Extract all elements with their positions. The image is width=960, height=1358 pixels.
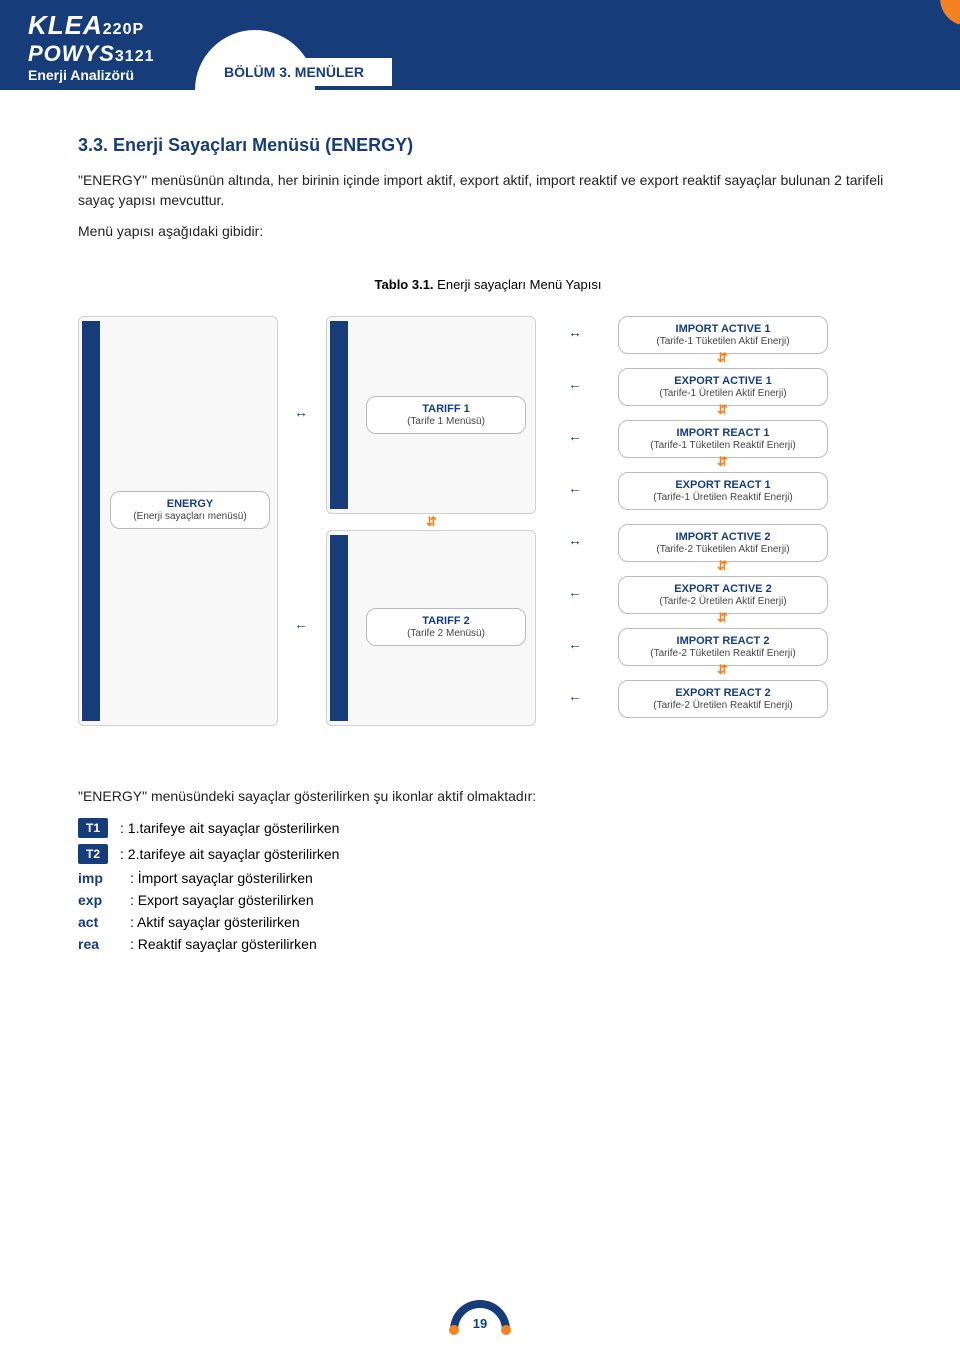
arrow-l-icon: ← bbox=[568, 480, 582, 496]
arrow-l-icon: ← bbox=[568, 376, 582, 392]
page-footer: 19 bbox=[450, 1300, 510, 1330]
leaf-sub: (Tarife-2 Üretilen Reaktif Enerji) bbox=[653, 700, 793, 711]
energy-sub: (Enerji sayaçları menüsü) bbox=[133, 511, 246, 522]
leaf-connector-icon: ⇵ bbox=[717, 350, 728, 366]
logo: KLEA220P POWYS3121 Enerji Analizörü bbox=[28, 10, 155, 83]
leaf-title: IMPORT ACTIVE 1 bbox=[627, 323, 819, 335]
leaf-node: EXPORT REACT 2(Tarife-2 Üretilen Reaktif… bbox=[618, 680, 828, 718]
leaf-sub: (Tarife-1 Üretilen Aktif Enerji) bbox=[659, 388, 786, 399]
act-text: : Aktif sayaçlar gösterilirken bbox=[130, 914, 300, 930]
arrow-l-icon: ← bbox=[568, 636, 582, 652]
rea-label: rea bbox=[78, 936, 118, 952]
section-tab: BÖLÜM 3. MENÜLER bbox=[210, 58, 392, 86]
exp-text: : Export sayaçlar gösterilirken bbox=[130, 892, 314, 908]
tariff1-node: TARIFF 1 (Tarife 1 Menüsü) bbox=[366, 396, 526, 434]
paragraph-3: "ENERGY" menüsündeki sayaçlar gösterilir… bbox=[78, 786, 898, 806]
leaf-node: IMPORT REACT 2(Tarife-2 Tüketilen Reakti… bbox=[618, 628, 828, 666]
page-content: 3.3. Enerji Sayaçları Menüsü (ENERGY) "E… bbox=[78, 135, 898, 1298]
energy-title: ENERGY bbox=[119, 498, 261, 510]
leaf-sub: (Tarife-2 Üretilen Aktif Enerji) bbox=[659, 596, 786, 607]
legend-act: act : Aktif sayaçlar gösterilirken bbox=[78, 914, 898, 930]
logo-subtitle: Enerji Analizörü bbox=[28, 67, 155, 83]
act-label: act bbox=[78, 914, 118, 930]
table-caption-bold: Tablo 3.1. bbox=[375, 277, 434, 292]
tariff2-strip bbox=[330, 535, 348, 721]
leaf-node: IMPORT REACT 1(Tarife-1 Tüketilen Reakti… bbox=[618, 420, 828, 458]
page-number: 19 bbox=[473, 1316, 487, 1331]
leaf-sub: (Tarife-1 Tüketilen Aktif Enerji) bbox=[656, 336, 789, 347]
tariff2-sub: (Tarife 2 Menüsü) bbox=[407, 628, 485, 639]
leaf-node: EXPORT ACTIVE 1(Tarife-1 Üretilen Aktif … bbox=[618, 368, 828, 406]
arrow-l-icon: ← bbox=[294, 616, 308, 632]
imp-text: : İmport sayaçlar gösterilirken bbox=[130, 870, 313, 886]
brand2-suffix: 3121 bbox=[115, 48, 155, 65]
leaf-connector-icon: ⇵ bbox=[717, 610, 728, 626]
leaf-title: EXPORT ACTIVE 1 bbox=[627, 375, 819, 387]
menu-structure-diagram: ENERGY (Enerji sayaçları menüsü) TARIFF … bbox=[78, 316, 898, 746]
t2-chip: T2 bbox=[78, 844, 108, 864]
tariff-connector-icon: ⇵ bbox=[426, 514, 437, 530]
leaf-title: IMPORT REACT 2 bbox=[627, 635, 819, 647]
legend-exp: exp : Export sayaçlar gösterilirken bbox=[78, 892, 898, 908]
tariff1-strip bbox=[330, 321, 348, 509]
exp-label: exp bbox=[78, 892, 118, 908]
paragraph-2: Menü yapısı aşağıdaki gibidir: bbox=[78, 221, 898, 241]
brand1-suffix: 220P bbox=[103, 21, 144, 38]
section-number: 3.3. bbox=[78, 135, 108, 155]
energy-node: ENERGY (Enerji sayaçları menüsü) bbox=[110, 491, 270, 529]
leaf-title: EXPORT ACTIVE 2 bbox=[627, 583, 819, 595]
t1-chip: T1 bbox=[78, 818, 108, 838]
legend-t1: T1 : 1.tarifeye ait sayaçlar gösterilirk… bbox=[78, 818, 898, 838]
section-name: Enerji Sayaçları Menüsü (ENERGY) bbox=[113, 135, 413, 155]
leaf-node: EXPORT REACT 1(Tarife-1 Üretilen Reaktif… bbox=[618, 472, 828, 510]
table-caption-rest: Enerji sayaçları Menü Yapısı bbox=[437, 277, 601, 292]
brand2: POWYS bbox=[28, 41, 115, 66]
legend-imp: imp : İmport sayaçlar gösterilirken bbox=[78, 870, 898, 886]
paragraph-1: "ENERGY" menüsünün altında, her birinin … bbox=[78, 170, 898, 211]
arrow-lr-icon: ↔ bbox=[568, 532, 582, 548]
arrow-l-icon: ← bbox=[568, 584, 582, 600]
tariff1-title: TARIFF 1 bbox=[375, 403, 517, 415]
legend-t2: T2 : 2.tarifeye ait sayaçlar gösterilirk… bbox=[78, 844, 898, 864]
leaf-sub: (Tarife-1 Üretilen Reaktif Enerji) bbox=[653, 492, 793, 503]
arrow-l-icon: ← bbox=[568, 688, 582, 704]
brand1: KLEA bbox=[28, 10, 103, 40]
leaf-sub: (Tarife-2 Tüketilen Reaktif Enerji) bbox=[650, 648, 795, 659]
leaf-title: IMPORT ACTIVE 2 bbox=[627, 531, 819, 543]
tariff1-sub: (Tarife 1 Menüsü) bbox=[407, 416, 485, 427]
imp-label: imp bbox=[78, 870, 118, 886]
tariff2-node: TARIFF 2 (Tarife 2 Menüsü) bbox=[366, 608, 526, 646]
leaf-node: IMPORT ACTIVE 2(Tarife-2 Tüketilen Aktif… bbox=[618, 524, 828, 562]
arrow-lr-icon: ↔ bbox=[294, 404, 308, 420]
leaf-title: EXPORT REACT 2 bbox=[627, 687, 819, 699]
leaf-connector-icon: ⇵ bbox=[717, 402, 728, 418]
leaf-connector-icon: ⇵ bbox=[717, 454, 728, 470]
t1-text: : 1.tarifeye ait sayaçlar gösterilirken bbox=[120, 820, 339, 836]
arrow-lr-icon: ↔ bbox=[568, 324, 582, 340]
footer-arc-icon: 19 bbox=[450, 1300, 510, 1330]
leaf-title: EXPORT REACT 1 bbox=[627, 479, 819, 491]
leaf-connector-icon: ⇵ bbox=[717, 662, 728, 678]
leaf-title: IMPORT REACT 1 bbox=[627, 427, 819, 439]
leaf-sub: (Tarife-1 Tüketilen Reaktif Enerji) bbox=[650, 440, 795, 451]
section-title: 3.3. Enerji Sayaçları Menüsü (ENERGY) bbox=[78, 135, 898, 156]
leaf-sub: (Tarife-2 Tüketilen Aktif Enerji) bbox=[656, 544, 789, 555]
tariff2-title: TARIFF 2 bbox=[375, 615, 517, 627]
t2-text: : 2.tarifeye ait sayaçlar gösterilirken bbox=[120, 846, 339, 862]
energy-strip bbox=[82, 321, 100, 721]
arrow-l-icon: ← bbox=[568, 428, 582, 444]
leaf-node: IMPORT ACTIVE 1(Tarife-1 Tüketilen Aktif… bbox=[618, 316, 828, 354]
leaf-node: EXPORT ACTIVE 2(Tarife-2 Üretilen Aktif … bbox=[618, 576, 828, 614]
rea-text: : Reaktif sayaçlar gösterilirken bbox=[130, 936, 317, 952]
legend: T1 : 1.tarifeye ait sayaçlar gösterilirk… bbox=[78, 818, 898, 952]
leaf-connector-icon: ⇵ bbox=[717, 558, 728, 574]
legend-rea: rea : Reaktif sayaçlar gösterilirken bbox=[78, 936, 898, 952]
table-caption: Tablo 3.1. Enerji sayaçları Menü Yapısı bbox=[78, 277, 898, 292]
